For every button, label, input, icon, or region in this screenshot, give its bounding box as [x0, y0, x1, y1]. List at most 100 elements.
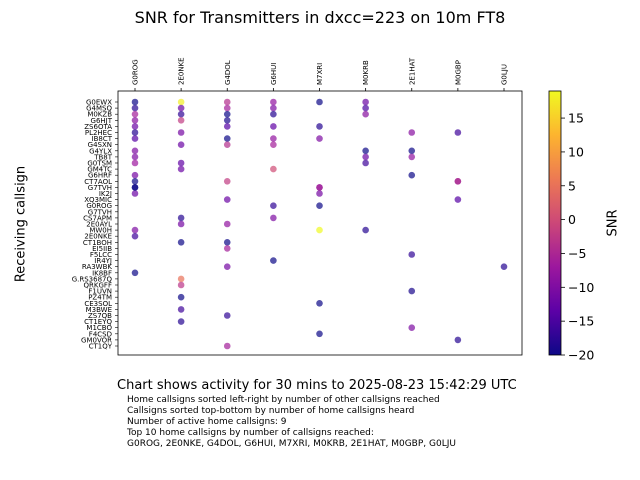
data-point — [270, 104, 277, 112]
colorbar-tick-label: −20 — [568, 348, 594, 363]
note-line: Home callsigns sorted left-right by numb… — [127, 395, 440, 405]
data-point — [270, 123, 277, 130]
data-point — [500, 263, 508, 271]
y-tick-label: G0ROG — [86, 202, 112, 210]
data-point — [177, 306, 185, 313]
colorbar — [548, 90, 562, 356]
data-point — [270, 141, 277, 148]
y-tick-label: F4CSD — [89, 330, 112, 338]
data-point — [454, 196, 462, 203]
y-tick-label: G7TVH — [88, 184, 112, 192]
data-point — [177, 110, 185, 118]
y-axis: G0EWXG4MSQM0KZBG6HJTZS6OTAPL2HECIB8CTG4S… — [72, 99, 118, 351]
y-tick-label: TB8T — [93, 153, 113, 161]
data-point — [223, 196, 231, 203]
chart-title: SNR for Transmitters in dxcc=223 on 10m … — [134, 8, 506, 27]
data-points — [131, 98, 508, 350]
y-tick-label: F1UVN — [88, 288, 112, 296]
x-tick-label: 2E1HAT — [408, 57, 416, 85]
data-point — [223, 135, 231, 142]
plot-area — [117, 90, 523, 356]
data-point — [131, 171, 139, 179]
data-point — [454, 129, 462, 136]
data-point — [177, 275, 185, 283]
y-tick-label: CS7APM — [83, 214, 112, 222]
data-point — [454, 178, 462, 185]
data-point — [131, 98, 139, 106]
data-point — [362, 226, 369, 234]
note-line: Number of active home callsigns: 9 — [127, 417, 287, 427]
colorbar-tick-label: −5 — [568, 246, 586, 261]
data-point — [131, 147, 139, 155]
data-point — [408, 147, 416, 155]
y-tick-label: 2E0AYL — [86, 221, 112, 229]
x-tick-label: M0KRB — [362, 60, 370, 85]
data-point — [408, 171, 416, 179]
data-point — [131, 123, 139, 130]
y-tick-label: QRKGFF — [84, 282, 112, 290]
data-point — [131, 184, 139, 191]
colorbar-tick-label: −10 — [568, 280, 594, 295]
data-point — [270, 165, 277, 173]
data-point — [316, 202, 323, 209]
data-point — [316, 135, 323, 142]
data-point — [223, 220, 231, 228]
data-point — [177, 239, 185, 246]
data-point — [177, 281, 185, 289]
y-tick-label: G0EWX — [86, 99, 112, 107]
y-tick-label: G7TVH — [88, 208, 112, 216]
y-tick-label: MW0H — [89, 227, 112, 235]
y-tick-label: ZS6OTA — [84, 123, 112, 131]
chart-subtitle: Chart shows activity for 30 mins to 2025… — [117, 378, 517, 393]
data-point — [223, 110, 231, 118]
data-point — [270, 202, 277, 209]
x-tick-label: G4DOL — [224, 60, 232, 85]
data-point — [270, 214, 277, 222]
data-point — [131, 178, 139, 185]
data-point — [177, 129, 185, 136]
y-tick-label: IK8BF — [92, 269, 112, 277]
colorbar-ticks: 15 10 5 0 −5 −10 −15 −20 — [561, 111, 594, 363]
y-tick-label: XQ3MIC — [84, 196, 112, 204]
data-point — [270, 135, 277, 142]
colorbar-tick-label: −15 — [568, 314, 594, 329]
data-point — [177, 141, 185, 148]
data-point — [177, 117, 185, 124]
data-point — [362, 147, 369, 155]
y-tick-label: M0KZB — [87, 111, 112, 119]
data-point — [131, 159, 139, 167]
x-tick-label: G0ROG — [132, 59, 140, 85]
y-tick-label: CT1EYQ — [84, 318, 112, 326]
y-tick-label: RA3WBK — [82, 263, 113, 271]
data-point — [316, 184, 323, 191]
data-point — [270, 98, 277, 106]
data-point — [177, 214, 185, 222]
x-axis: G0ROG 2E0NKE G4DOL G6HUI M7XRI M0KRB 2E1HAT M0G… — [132, 57, 509, 91]
y-tick-label: G0TSM — [87, 160, 112, 168]
data-point — [223, 263, 231, 271]
y-tick-label: GM4TC — [87, 166, 112, 174]
data-point — [362, 98, 369, 106]
data-point — [131, 129, 139, 136]
y-tick-label: G4YLX — [89, 147, 112, 155]
x-tick-label: M0GBP — [454, 60, 462, 85]
data-point — [362, 153, 369, 161]
data-point — [131, 104, 139, 112]
data-point — [223, 245, 231, 252]
y-tick-label: IK2J — [99, 190, 112, 198]
y-tick-label: ZS7QB — [88, 312, 112, 320]
y-tick-label: G4SXN — [88, 141, 112, 149]
y-tick-label: G4MSQ — [86, 105, 112, 113]
data-point — [131, 135, 139, 142]
note-line: Callsigns sorted top-bottom by number of… — [127, 406, 415, 416]
y-tick-label: EI5IIB — [92, 245, 112, 253]
colorbar-tick-label: 5 — [568, 178, 576, 193]
data-point — [177, 104, 185, 112]
data-point — [131, 269, 139, 277]
data-point — [131, 232, 139, 240]
data-point — [316, 123, 323, 130]
note-line: G0ROG, 2E0NKE, G4DOL, G6HUI, M7XRI, M0KR… — [127, 439, 456, 449]
data-point — [223, 141, 231, 148]
data-point — [316, 98, 323, 106]
